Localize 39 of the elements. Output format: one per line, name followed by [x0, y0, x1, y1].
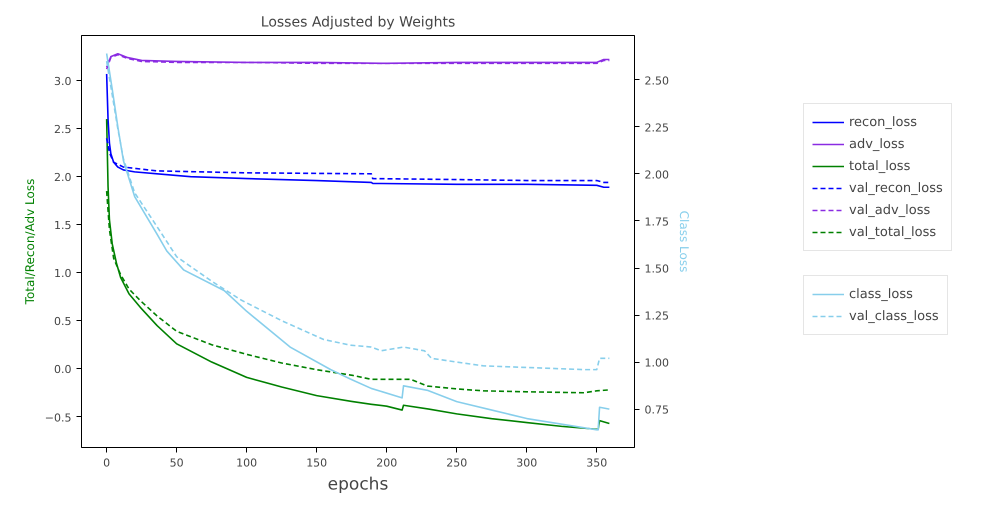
x-tick-label: 150 — [306, 456, 328, 470]
y-tick-label: 2.0 — [54, 171, 72, 184]
y2-tick-label: 1.00 — [644, 356, 669, 370]
x-axis-title: epochs — [328, 474, 388, 494]
legend-label: recon_loss — [849, 114, 918, 131]
legend-label: val_class_loss — [849, 308, 939, 325]
y2-tick-label: 0.75 — [644, 404, 669, 417]
y-tick-label: 1.5 — [54, 219, 72, 232]
x-tick-label: 200 — [376, 456, 398, 470]
y-axis-title: Total/Recon/Adv Loss — [22, 178, 37, 306]
y-tick-label: 1.0 — [54, 267, 72, 280]
x-tick-label: 250 — [446, 456, 468, 470]
legend-label: val_total_loss — [849, 224, 936, 241]
x-tick-label: 350 — [586, 456, 608, 470]
x-tick-label: 300 — [516, 456, 538, 470]
legend-label: class_loss — [849, 286, 913, 303]
x-tick-label: 0 — [103, 456, 110, 470]
y2-tick-label: 1.25 — [644, 310, 669, 323]
line-series — [106, 118, 610, 430]
y2-tick-label: 2.00 — [644, 168, 669, 182]
y-tick-label: 0.5 — [54, 315, 72, 328]
y-tick-label: 3.0 — [54, 75, 72, 88]
y-tick-label: −0.5 — [44, 411, 72, 424]
legend-label: val_adv_loss — [849, 202, 930, 219]
y2-tick-label: 2.25 — [644, 121, 669, 134]
x-tick-label: 50 — [170, 456, 184, 470]
chart-title: Losses Adjusted by Weights — [260, 14, 456, 30]
y2-axis-title: Class Loss — [676, 210, 691, 272]
x-tick-label: 100 — [236, 456, 258, 470]
legend-label: total_loss — [849, 158, 910, 175]
legend-label: adv_loss — [849, 136, 905, 153]
y2-tick-label: 2.50 — [644, 74, 669, 88]
legend-label: val_recon_loss — [849, 180, 943, 197]
y-tick-label: 2.5 — [54, 123, 72, 136]
y2-tick-label: 1.75 — [644, 215, 669, 228]
line-series — [106, 52, 610, 431]
line-series — [106, 73, 610, 188]
y-tick-label: 0.0 — [54, 363, 72, 376]
y2-tick-label: 1.50 — [644, 262, 669, 276]
